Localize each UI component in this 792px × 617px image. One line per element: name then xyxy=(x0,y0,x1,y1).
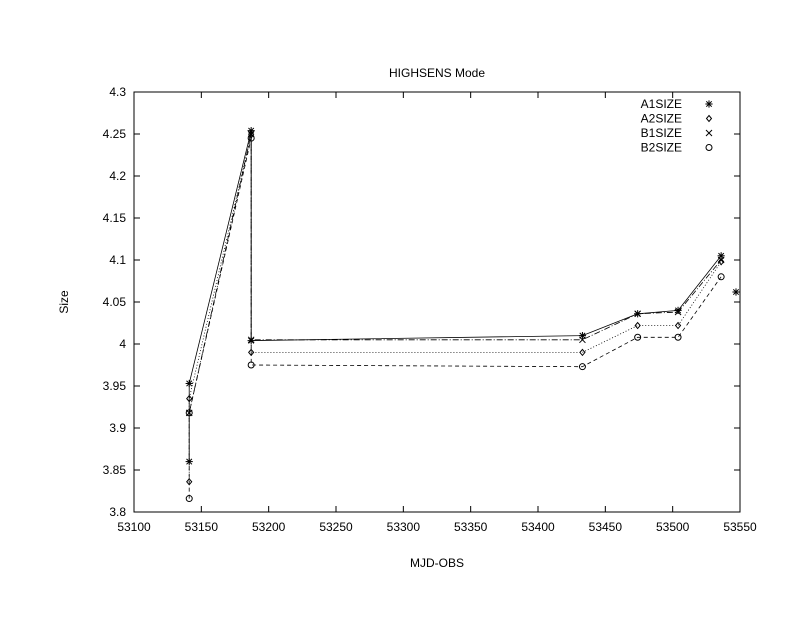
x-tick-label: 53400 xyxy=(521,520,555,534)
series-line-b2size xyxy=(188,138,722,499)
data-point-a1size xyxy=(185,379,193,388)
data-point-a1size xyxy=(578,332,587,340)
x-tick-label: 53200 xyxy=(252,520,286,534)
legend-marker-b2size xyxy=(705,144,713,151)
legend-marker-a2size xyxy=(705,114,713,123)
data-point-b1size xyxy=(717,256,725,264)
x-tick-label: 53300 xyxy=(387,520,421,534)
y-tick-label: 4.05 xyxy=(103,295,127,309)
data-point-a2size xyxy=(674,321,682,330)
data-point-b2size xyxy=(185,495,193,503)
plot-frame xyxy=(133,91,741,513)
y-axis-label: Size xyxy=(57,290,71,314)
chart-title: HIGHSENS Mode xyxy=(389,66,485,80)
y-tick-label: 3.95 xyxy=(103,379,127,393)
data-point-b2size xyxy=(578,363,586,371)
y-tick-label: 4.25 xyxy=(103,127,127,141)
data-point-a2size xyxy=(579,348,586,357)
y-tick-label: 4 xyxy=(119,337,126,351)
series-line-a2size xyxy=(188,134,722,482)
y-tick-label: 3.8 xyxy=(109,505,126,519)
data-point-a2size xyxy=(717,257,725,266)
x-tick-label: 53450 xyxy=(589,520,623,534)
axis-ticks: 53100 53150 53200 53250 53300 53350 53400 53450… xyxy=(103,85,757,534)
legend-marker-a1size xyxy=(705,100,713,108)
data-point-a2size xyxy=(186,394,193,403)
x-tick-label: 53250 xyxy=(319,520,353,534)
data-point-b1size xyxy=(579,336,586,344)
legend-label: A2SIZE xyxy=(641,112,682,126)
y-tick-label: 4.2 xyxy=(109,169,126,183)
data-point-b2size xyxy=(185,409,193,417)
data-point-b1size xyxy=(674,308,682,316)
y-tick-label: 4.1 xyxy=(109,253,126,267)
legend-label: A1SIZE xyxy=(641,97,682,111)
y-tick-label: 4.15 xyxy=(103,211,127,225)
data-point-b2size xyxy=(247,134,255,142)
series-group xyxy=(185,127,725,503)
data-point-b2size xyxy=(634,333,642,341)
data-point-a1size xyxy=(674,306,682,314)
x-tick-label: 53350 xyxy=(454,520,488,534)
x-tick-label: 53550 xyxy=(723,520,757,534)
legend-label: B2SIZE xyxy=(641,141,682,155)
x-tick-label: 53150 xyxy=(185,520,219,534)
stray-marker-group xyxy=(732,288,740,296)
stray-asterisk-marker xyxy=(732,288,740,296)
series-line-a1size xyxy=(188,130,722,462)
legend-marker-b1size xyxy=(705,129,713,137)
series-line-b1size xyxy=(188,133,722,413)
x-tick-label: 53100 xyxy=(117,520,151,534)
data-point-a2size xyxy=(634,321,641,330)
x-tick-label: 53500 xyxy=(656,520,690,534)
data-point-b2size xyxy=(674,333,682,341)
data-point-b2size xyxy=(247,361,255,369)
data-point-a1size xyxy=(247,127,255,135)
y-tick-label: 3.85 xyxy=(103,463,127,477)
legend-label: B1SIZE xyxy=(641,126,682,140)
y-tick-label: 4.3 xyxy=(109,85,126,99)
data-point-b1size xyxy=(634,310,642,318)
data-point-b2size xyxy=(717,273,725,281)
data-point-a2size xyxy=(186,477,193,486)
x-axis-label: MJD-OBS xyxy=(410,556,464,570)
y-tick-label: 3.9 xyxy=(109,421,126,435)
